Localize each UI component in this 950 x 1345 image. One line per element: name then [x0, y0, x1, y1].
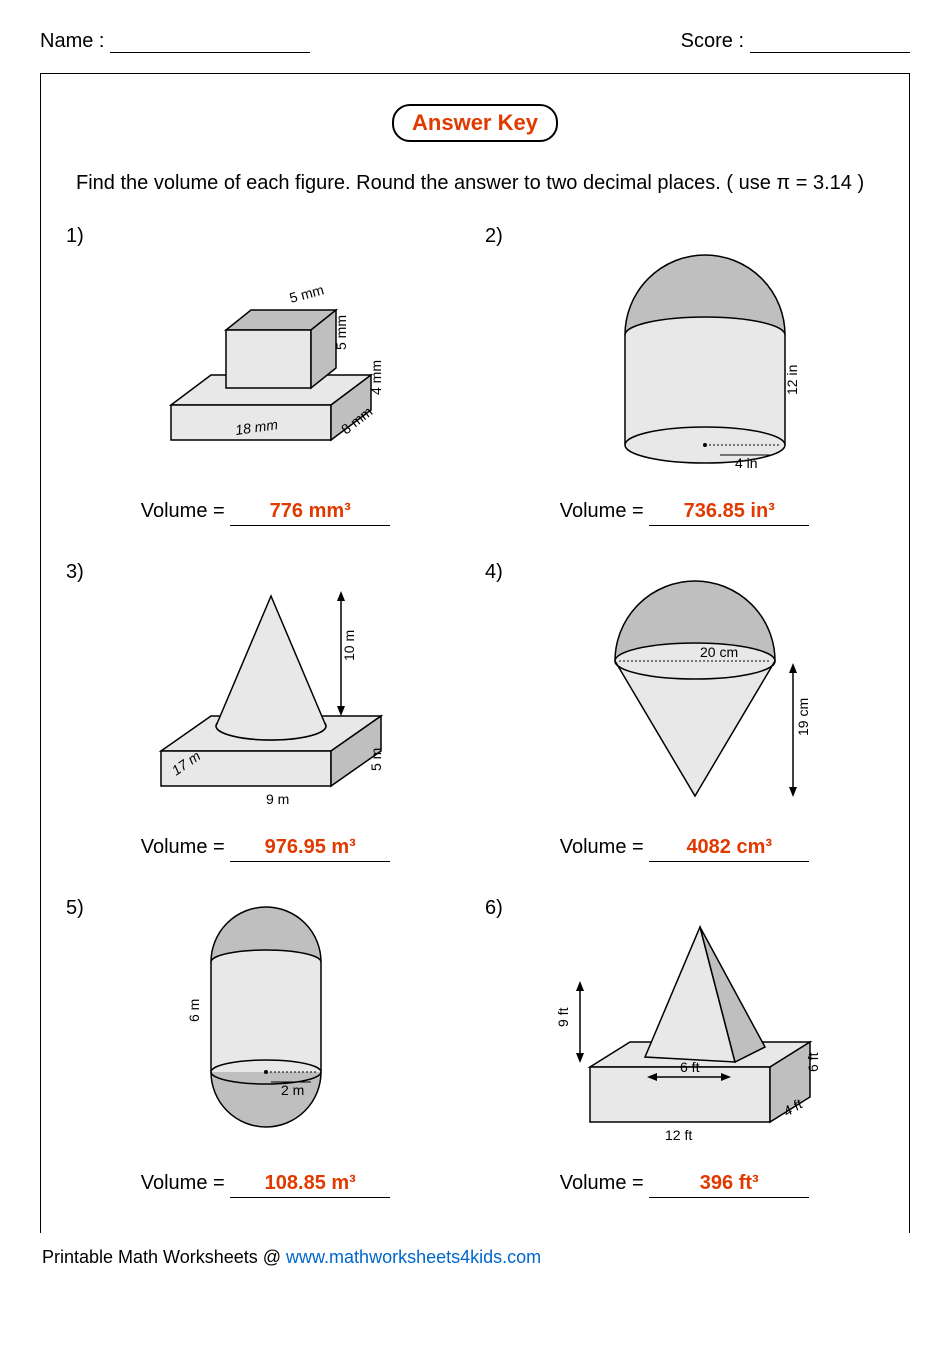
volume-label: Volume =: [141, 500, 225, 522]
figure-3: 10 m 5 m 9 m 17 m: [66, 561, 465, 821]
answer-value: 976.95 m³: [230, 836, 390, 862]
problem-number: 2): [485, 225, 503, 248]
name-label: Name :: [40, 30, 104, 53]
instructions: Find the volume of each figure. Round th…: [66, 172, 884, 195]
dim-label: 6 ft: [805, 1052, 821, 1072]
worksheet-header: Name : Score :: [40, 30, 910, 53]
dim-label: 5 mm: [287, 281, 325, 306]
answer-row: Volume = 396 ft³: [485, 1172, 884, 1198]
problem-number: 6): [485, 897, 503, 920]
figure-4: 20 cm 19 cm: [485, 561, 884, 821]
footer-prefix: Printable Math Worksheets @: [42, 1247, 286, 1267]
dim-label: 9 ft: [555, 1007, 571, 1027]
answer-value: 108.85 m³: [230, 1172, 390, 1198]
problem-number: 1): [66, 225, 84, 248]
problem-6: 6) 9 ft 6: [485, 897, 884, 1213]
problem-number: 5): [66, 897, 84, 920]
dim-label: 12 in: [784, 365, 800, 395]
problem-5: 5) 2 m 6 m V: [66, 897, 465, 1213]
dim-label: 6 ft: [680, 1059, 700, 1075]
volume-label: Volume =: [141, 836, 225, 858]
problem-4: 4) 20 cm 19 cm Volume = 4082 cm³: [485, 561, 884, 877]
answer-key-badge: Answer Key: [392, 104, 558, 142]
problem-1: 1) 5 mm 5 mm 4 mm 8 mm 18 mm: [66, 225, 465, 541]
answer-row: Volume = 4082 cm³: [485, 836, 884, 862]
figure-6: 9 ft 6 ft 6 ft 4 ft 12 ft: [485, 897, 884, 1157]
name-field: Name :: [40, 30, 310, 53]
dim-label: 6 m: [186, 999, 202, 1022]
dim-label: 20 cm: [700, 644, 738, 660]
score-field: Score :: [681, 30, 910, 53]
answer-row: Volume = 776 mm³: [66, 500, 465, 526]
answer-row: Volume = 976.95 m³: [66, 836, 465, 862]
dim-label: 9 m: [266, 791, 289, 807]
answer-value: 776 mm³: [230, 500, 390, 526]
dim-label: 4 in: [735, 455, 758, 471]
dim-label: 10 m: [341, 630, 357, 661]
volume-label: Volume =: [560, 836, 644, 858]
answer-row: Volume = 736.85 in³: [485, 500, 884, 526]
dim-label: 5 m: [368, 748, 384, 771]
dim-label: 19 cm: [795, 698, 811, 736]
answer-value: 4082 cm³: [649, 836, 809, 862]
answer-value: 736.85 in³: [649, 500, 809, 526]
footer: Printable Math Worksheets @ www.mathwork…: [40, 1247, 910, 1268]
volume-label: Volume =: [560, 500, 644, 522]
dim-label: 4 mm: [368, 360, 384, 395]
figure-5: 2 m 6 m: [66, 897, 465, 1157]
problem-3: 3) 10 m 5 m 9 m: [66, 561, 465, 877]
figure-1: 5 mm 5 mm 4 mm 8 mm 18 mm: [66, 225, 465, 485]
answer-row: Volume = 108.85 m³: [66, 1172, 465, 1198]
volume-label: Volume =: [560, 1172, 644, 1194]
dim-label: 2 m: [281, 1082, 304, 1098]
answer-value: 396 ft³: [649, 1172, 809, 1198]
problem-2: 2) 4 in 12 in Volume = 736: [485, 225, 884, 541]
score-blank[interactable]: [750, 31, 910, 53]
dim-label: 12 ft: [665, 1127, 692, 1143]
problem-number: 3): [66, 561, 84, 584]
figure-2: 4 in 12 in: [485, 225, 884, 485]
worksheet-frame: Answer Key Find the volume of each figur…: [40, 73, 910, 1233]
volume-label: Volume =: [141, 1172, 225, 1194]
score-label: Score :: [681, 30, 744, 53]
problem-grid: 1) 5 mm 5 mm 4 mm 8 mm 18 mm: [66, 225, 884, 1213]
dim-label: 5 mm: [333, 315, 349, 350]
name-blank[interactable]: [110, 31, 310, 53]
footer-link[interactable]: www.mathworksheets4kids.com: [286, 1247, 541, 1267]
problem-number: 4): [485, 561, 503, 584]
